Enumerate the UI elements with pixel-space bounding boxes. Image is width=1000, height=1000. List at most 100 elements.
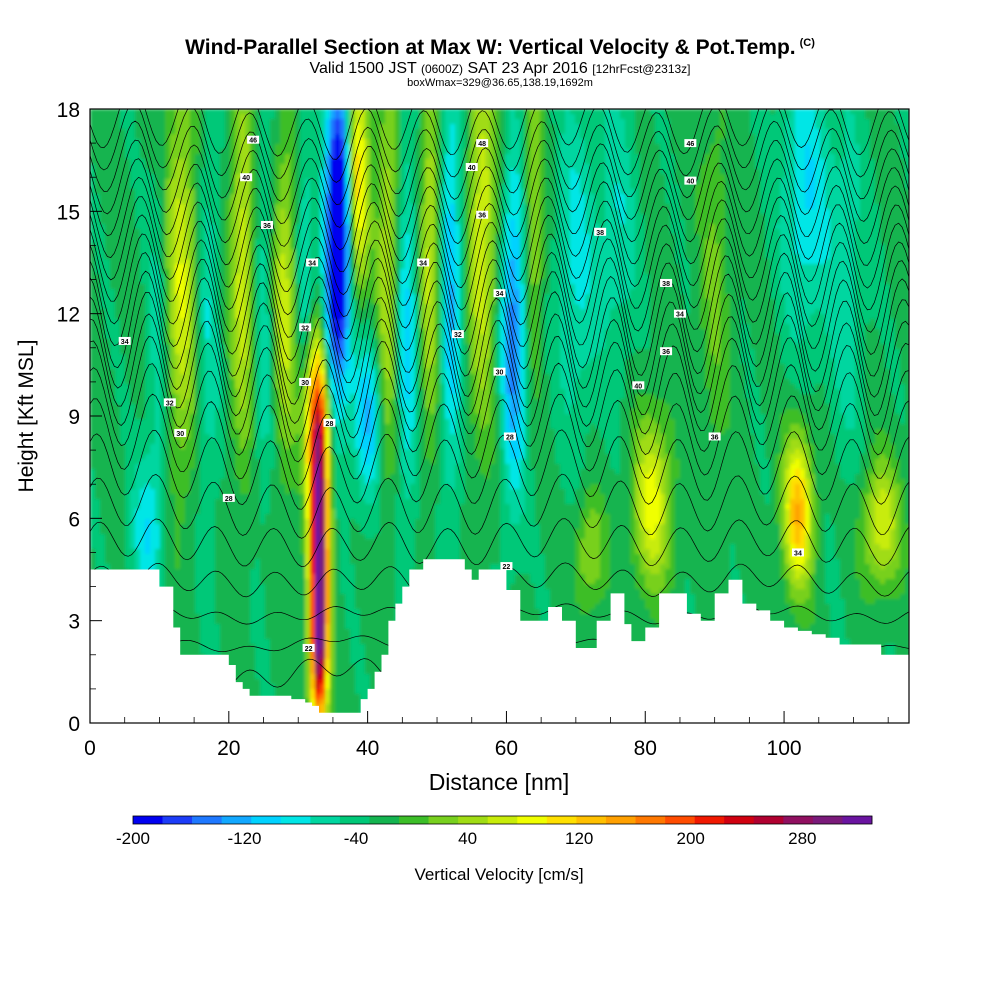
colorbar-tick-label: -120 (227, 829, 261, 848)
x-axis-label: Distance [nm] (429, 769, 570, 795)
terrain-mask (90, 559, 909, 723)
chart-subtitle: Valid 1500 JST (0600Z) SAT 23 Apr 2016 [… (0, 60, 1000, 78)
contour-label: 28 (503, 432, 516, 441)
theta-contour-line (90, 251, 909, 362)
contour-label: 46 (684, 139, 697, 148)
colorbar-tick-label: 280 (788, 829, 816, 848)
contour-label: 34 (493, 289, 506, 298)
contour-label: 22 (500, 562, 513, 571)
contour-label: 48 (476, 139, 489, 148)
colorbar-swatch (192, 816, 222, 824)
contour-label: 38 (594, 227, 607, 237)
contour-label: 40 (632, 381, 645, 390)
colorbar-label: Vertical Velocity [cm/s] (414, 865, 583, 884)
contour-label: 38 (660, 278, 673, 288)
colorbar-swatch (399, 816, 429, 824)
contour-label: 32 (299, 323, 312, 332)
colorbar-swatch (369, 816, 400, 824)
colorbar: -200 -120 -40 40 120 200 280 (116, 815, 873, 848)
contour-label: 34 (417, 258, 430, 268)
contour-label: 30 (493, 367, 506, 377)
contour-label: 34 (306, 258, 319, 268)
theta-contour-line (90, 429, 909, 510)
colorbar-swatch (517, 816, 548, 824)
box-info: boxWmax=329@36.65,138.19,1692m (0, 77, 1000, 89)
theta-contour-line (90, 335, 909, 443)
theta-contour-line (90, 109, 909, 183)
colorbar-swatch (310, 816, 341, 824)
x-tick-label: 80 (634, 737, 657, 760)
contour-label: 40 (465, 162, 478, 172)
colorbar-swatch (133, 816, 163, 824)
colorbar-swatch (487, 816, 518, 824)
y-tick-label: 9 (68, 406, 80, 429)
theta-contour-line (90, 473, 909, 539)
forecast-info: [12hrFcst@2313z] (592, 62, 690, 76)
x-tick-label: 100 (767, 737, 802, 760)
theta-contour-line (90, 120, 909, 205)
contour-label: 40 (240, 173, 253, 182)
chart-title: Wind-Parallel Section at Max W: Vertical… (0, 36, 1000, 60)
theta-contour-line (90, 214, 909, 318)
y-axis-label: Height [Kft MSL] (15, 340, 38, 493)
contour-label: 34 (118, 336, 131, 346)
valid-date: SAT 23 Apr 2016 (467, 60, 587, 77)
colorbar-swatch (428, 816, 459, 824)
colorbar-swatch (458, 816, 489, 824)
colorbar-tick-label: 200 (677, 829, 705, 848)
contour-label: 30 (299, 377, 312, 387)
contour-label: 36 (708, 432, 721, 441)
contour-label: 30 (174, 429, 187, 438)
theta-contour-line (90, 270, 909, 385)
x-tick-label: 0 (84, 737, 96, 760)
colorbar-swatch (221, 816, 252, 824)
colorbar-swatch (576, 816, 607, 824)
colorbar-swatch (812, 816, 843, 824)
theta-contour-line (90, 139, 909, 228)
colorbar-swatch (842, 816, 873, 824)
theta-contour-line (90, 313, 909, 424)
colorbar-swatch (251, 816, 282, 824)
contour-label: 32 (451, 330, 464, 339)
colorbar-tick-label: 120 (565, 829, 593, 848)
title-mark: (C) (800, 37, 815, 49)
contour-label: 28 (323, 418, 336, 428)
y-tick-label: 12 (57, 304, 80, 327)
colorbar-swatch (546, 816, 577, 824)
contour-label: 46 (247, 135, 260, 145)
contour-label: 28 (222, 493, 235, 503)
contour-label: 40 (684, 176, 697, 186)
colorbar-swatch (162, 816, 193, 824)
y-tick-label: 0 (68, 713, 80, 736)
contour-label: 36 (476, 210, 489, 220)
contour-label: 32 (163, 398, 176, 407)
x-tick-label: 60 (495, 737, 518, 760)
y-tick-label: 18 (57, 99, 80, 122)
axes: 0 20 40 60 80 100 0 36 9 12 15 18 (57, 99, 889, 760)
x-tick-label: 40 (356, 737, 379, 760)
theta-contour-line (90, 195, 909, 296)
colorbar-tick-label: 40 (458, 829, 477, 848)
colorbar-swatch (694, 816, 725, 824)
theta-contour-line (90, 158, 909, 251)
theta-contour-line (90, 393, 909, 486)
colorbar-swatch (280, 816, 311, 824)
theta-contour-line (90, 176, 909, 273)
theta-contour-line (90, 518, 909, 568)
theta-contour-line (90, 233, 909, 340)
colorbar-tick-label: -40 (344, 829, 369, 848)
contour-label: 36 (660, 347, 673, 356)
y-tick-label: 15 (57, 201, 80, 224)
contour-label: 34 (791, 548, 804, 557)
theta-contour-line (90, 109, 909, 160)
x-tick-label: 20 (217, 737, 240, 760)
contour-label: 22 (302, 643, 315, 653)
valid-utc: (0600Z) (421, 62, 463, 76)
colorbar-swatch (665, 816, 695, 824)
colorbar-swatch (724, 816, 755, 824)
colorbar-swatch (605, 816, 636, 824)
colorbar-swatch (753, 816, 784, 824)
colorbar-tick-label: -200 (116, 829, 150, 848)
contour-label: 36 (260, 220, 273, 230)
